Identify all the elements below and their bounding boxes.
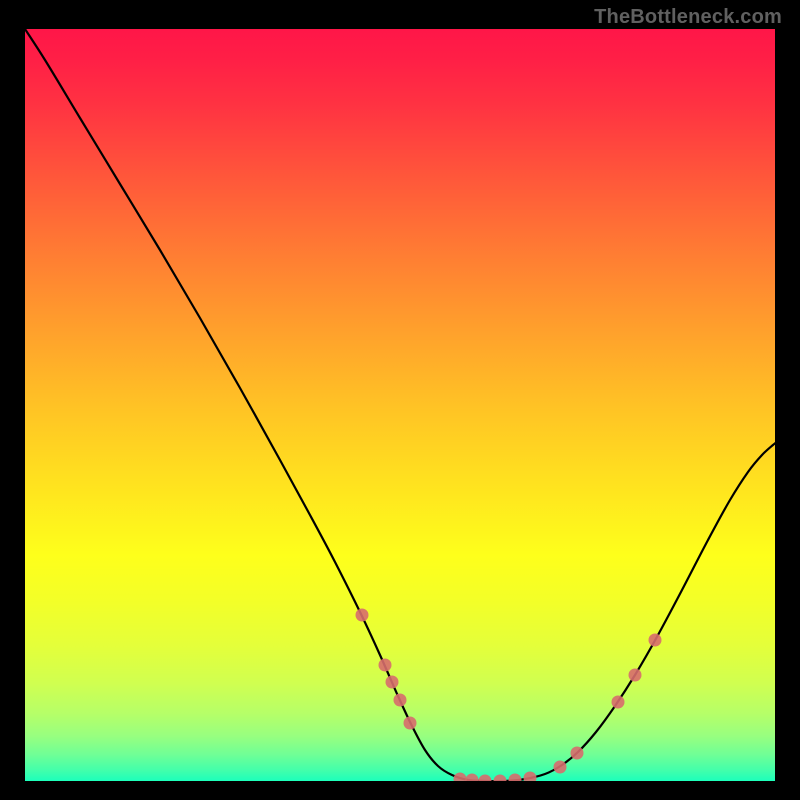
bottleneck-curve-chart bbox=[0, 0, 800, 800]
chart-container: TheBottleneck.com bbox=[0, 0, 800, 800]
